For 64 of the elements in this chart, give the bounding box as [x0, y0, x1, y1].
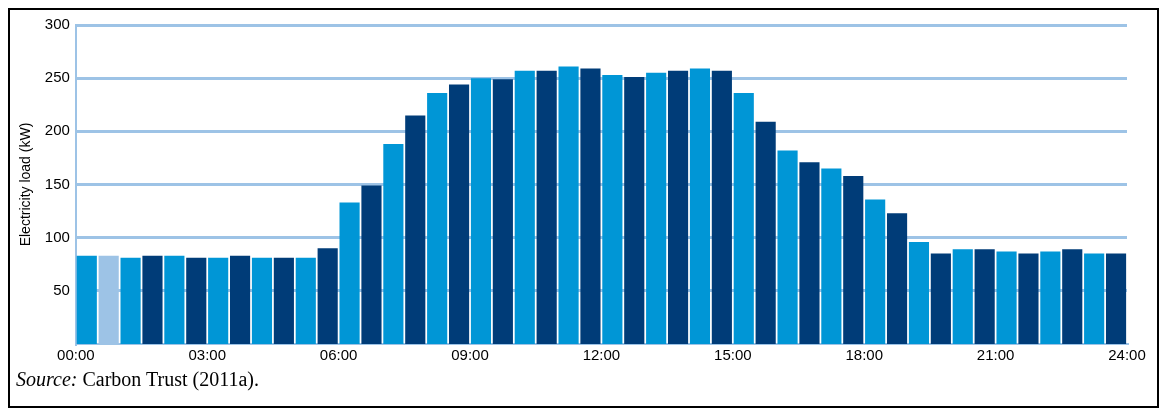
bar — [339, 202, 360, 344]
y-tick-label: 250 — [44, 68, 70, 86]
bar — [295, 257, 316, 344]
y-tick-label: 200 — [44, 121, 70, 139]
x-tick-label: 12:00 — [582, 346, 621, 364]
bar — [120, 257, 141, 344]
x-tick-label: 21:00 — [976, 346, 1015, 364]
bar — [383, 144, 404, 344]
source-note: Source: Carbon Trust (2011a). — [16, 368, 259, 390]
x-tick-label: 00:00 — [57, 346, 95, 364]
bar — [733, 93, 754, 344]
bar — [624, 77, 645, 344]
bar — [602, 74, 623, 344]
bar — [186, 257, 207, 344]
bar — [755, 121, 776, 344]
bar — [317, 248, 338, 344]
bar — [996, 251, 1017, 344]
bar — [580, 68, 601, 344]
bar — [251, 257, 273, 344]
bar — [974, 249, 995, 344]
bar — [514, 70, 535, 344]
bar — [1018, 253, 1039, 344]
bar — [492, 79, 513, 344]
x-tick-label: 09:00 — [451, 346, 489, 364]
bar — [558, 66, 579, 344]
bar — [1040, 251, 1061, 344]
bar — [930, 253, 951, 344]
bar — [865, 199, 886, 344]
bar — [777, 150, 798, 344]
x-tick-label: 18:00 — [845, 346, 883, 364]
bar — [711, 70, 732, 344]
bar — [886, 213, 908, 344]
y-tick-label: 150 — [44, 174, 70, 192]
y-tick-label: 100 — [44, 227, 70, 245]
bar — [646, 72, 667, 344]
y-tick-label: 300 — [44, 15, 70, 33]
x-tick-label: 15:00 — [714, 346, 752, 364]
bar — [361, 185, 382, 344]
y-tick-label: 50 — [53, 280, 70, 298]
bar — [908, 241, 930, 344]
y-axis-title: Electricity load (kW) — [17, 122, 34, 247]
bar — [164, 255, 185, 344]
bar — [843, 175, 864, 344]
bar — [799, 162, 820, 344]
bar — [470, 78, 492, 344]
x-tick-label: 03:00 — [188, 346, 226, 364]
x-tick-label: 06:00 — [319, 346, 358, 364]
bar — [536, 70, 557, 344]
bar — [689, 68, 711, 344]
bar — [230, 255, 251, 344]
bar — [208, 257, 229, 344]
bar — [952, 249, 973, 344]
bar — [142, 255, 163, 344]
bar — [1084, 253, 1105, 344]
bar — [448, 84, 470, 344]
bar — [427, 93, 448, 344]
bar — [667, 70, 689, 344]
x-tick-label: 24:00 — [1108, 346, 1146, 364]
bar — [1105, 253, 1127, 344]
bar — [1062, 249, 1083, 344]
bar — [821, 168, 842, 344]
bar — [405, 115, 426, 344]
bar — [273, 257, 294, 344]
bar — [76, 255, 97, 344]
